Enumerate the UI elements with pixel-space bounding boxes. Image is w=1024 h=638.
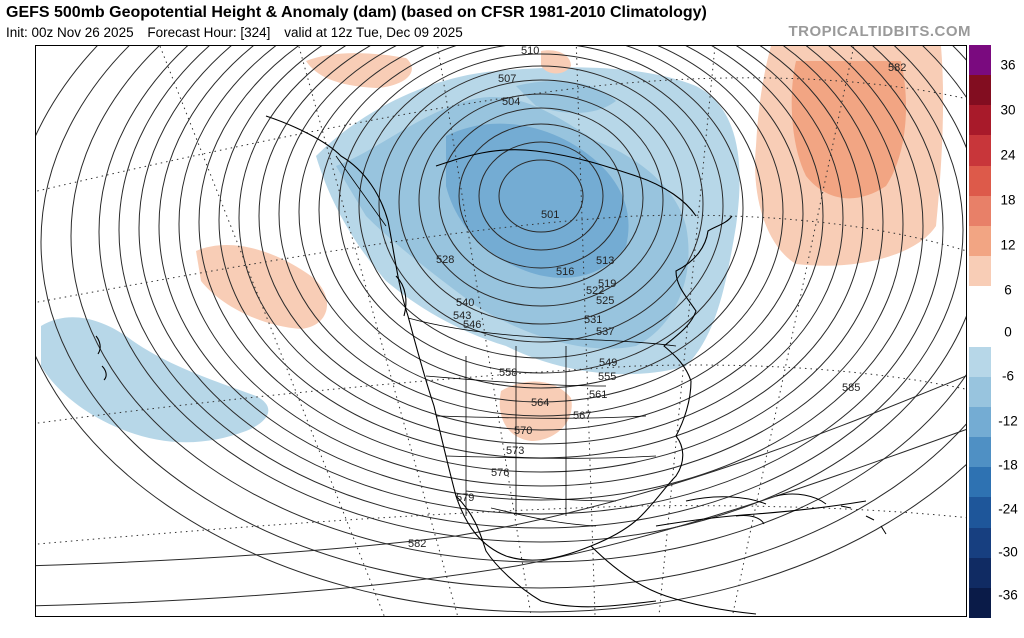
contour-label: 522	[586, 285, 604, 297]
contour-label: 519	[598, 278, 616, 290]
colorbar-segment	[969, 406, 991, 438]
contour-label: 555	[598, 371, 616, 383]
colorbar-segment	[969, 286, 991, 317]
colorbar-tick-label: 12	[1000, 237, 1016, 253]
colorbar-tick-label: 36	[1000, 57, 1016, 73]
chart-subtitle: Init: 00z Nov 26 2025 Forecast Hour: [32…	[6, 25, 473, 40]
colorbar-segment	[969, 497, 991, 529]
colorbar-segment	[969, 195, 991, 227]
height-contours	[36, 46, 966, 613]
contour-label: 558	[499, 367, 517, 379]
colorbar-segment	[969, 587, 991, 619]
colorbar-segment	[969, 557, 991, 589]
contour-label: 567	[573, 410, 591, 422]
colorbar-tick-label: 6	[1004, 282, 1012, 298]
contour-label: 570	[514, 425, 532, 437]
contour-label: 504	[502, 96, 520, 108]
colorbar-segment	[969, 135, 991, 167]
colorbar-tick-label: -6	[1001, 368, 1014, 384]
contour-labels: 5105075045015135165195225255285315375405…	[408, 46, 906, 550]
colorbar-segment	[969, 316, 991, 348]
map-panel: 510 507 504 501 513 516 519 522 525 528 531 537 540 5…	[35, 45, 967, 617]
contour-label: 561	[589, 389, 607, 401]
contour-label: 501	[541, 209, 559, 221]
contour-label: 549	[599, 357, 617, 369]
colorbar-segment	[969, 165, 991, 197]
colorbar-tick-label: -18	[998, 457, 1018, 473]
colorbar-segment	[969, 225, 991, 257]
colorbar-segment	[969, 45, 991, 76]
contour-label: 537	[596, 326, 614, 338]
contour-label: 546	[463, 319, 481, 331]
colorbar-tick-label: 18	[1000, 192, 1016, 208]
contour-label: 510	[521, 46, 539, 57]
contour-label: 516	[556, 266, 574, 278]
colorbar: 36 30 24 18 12 6 0 -6 -12 -18 -24 -30 -36	[969, 45, 1024, 619]
contour-label: 579	[456, 492, 474, 504]
forecast-hour: Forecast Hour: [324]	[147, 25, 271, 40]
contour-label: 573	[506, 445, 524, 457]
coastlines	[95, 115, 867, 615]
map-svg: 5105075045015135165195225255285315375405…	[36, 46, 966, 616]
political-borders	[335, 155, 677, 527]
colorbar-tick-label: -30	[998, 544, 1018, 560]
contour-label: 582	[408, 538, 426, 550]
colorbar-segment	[969, 105, 991, 136]
contour-label: 525	[596, 295, 614, 307]
colorbar-tick-label: -36	[998, 587, 1018, 603]
colorbar-tick-label: 0	[1004, 324, 1012, 340]
contour-label: 564	[531, 397, 549, 409]
contour-label: 531	[584, 314, 602, 326]
contour-label: 507	[498, 73, 516, 85]
caribbean-islands	[685, 493, 887, 535]
contour-label: 513	[596, 255, 614, 267]
colorbar-tick-label: -12	[998, 413, 1018, 429]
colorbar-segment	[969, 437, 991, 468]
colorbar-segment	[969, 527, 991, 559]
colorbar-tick-label: 30	[1000, 102, 1016, 118]
chart-title: GEFS 500mb Geopotential Height & Anomaly…	[6, 4, 707, 21]
colorbar-segment	[969, 376, 991, 408]
valid-time: valid at 12z Tue, Dec 09 2025	[284, 25, 463, 40]
contour-label: 585	[842, 382, 860, 394]
colorbar-segment	[969, 256, 991, 287]
contour-label: 540	[456, 297, 474, 309]
lat-lon-grid	[36, 46, 966, 616]
colorbar-segment	[969, 346, 991, 378]
contour-label: 543	[453, 310, 471, 322]
contour-label: 528	[436, 254, 454, 266]
site-brand: TROPICALTIDBITS.COM	[788, 23, 971, 40]
colorbar-tick-label: -24	[998, 501, 1018, 517]
contour-label: 582	[888, 62, 906, 74]
init-time: Init: 00z Nov 26 2025	[6, 25, 134, 40]
colorbar-segment	[969, 75, 991, 106]
colorbar-segment	[969, 467, 991, 498]
colorbar-tick-label: 24	[1000, 147, 1016, 163]
contour-label: 576	[491, 467, 509, 479]
